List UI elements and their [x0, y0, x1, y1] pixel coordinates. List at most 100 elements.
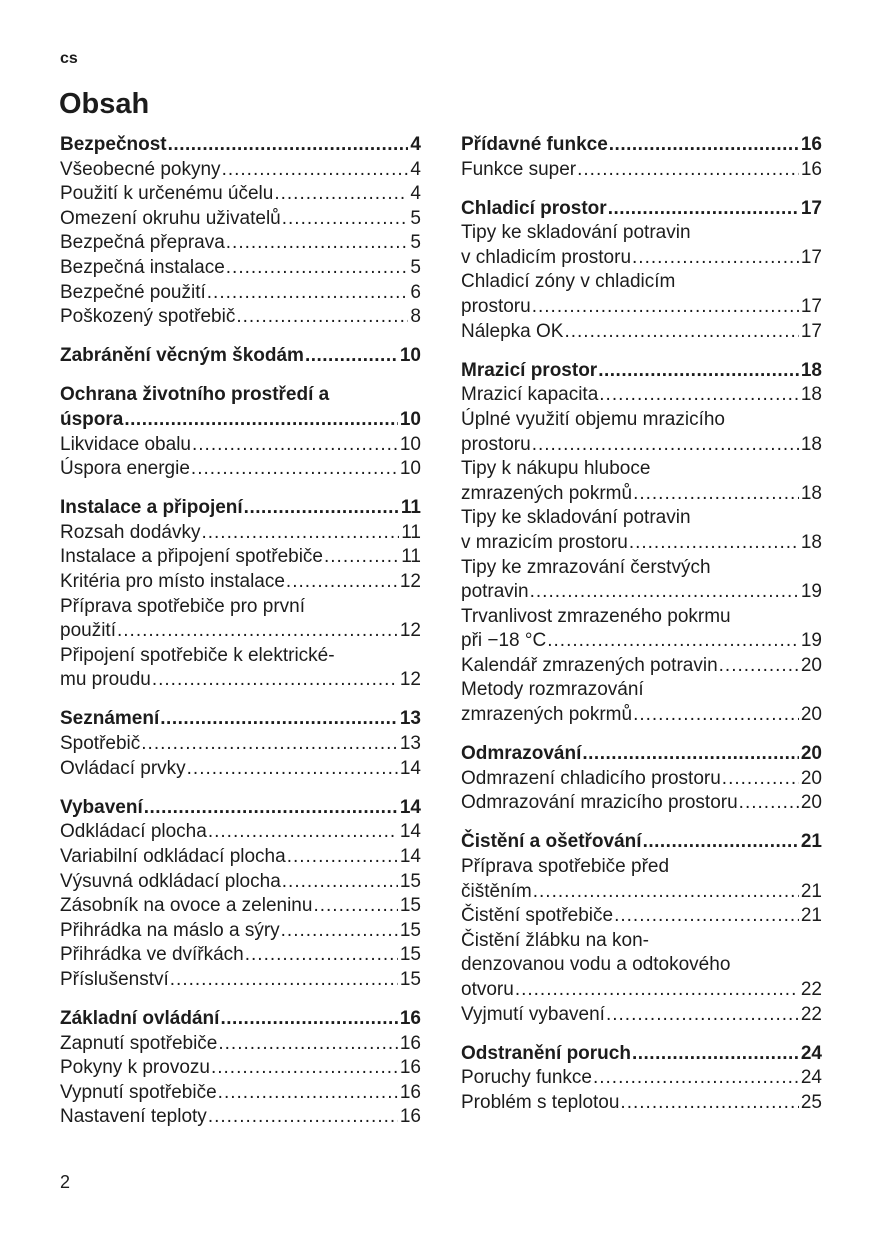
toc-entry[interactable]: Výsuvná odkládací plocha 15 — [60, 870, 421, 895]
toc-entry[interactable]: Tipy ke skladování potravin v mrazicím pr… — [461, 506, 822, 555]
toc-entry[interactable]: Odmrazení chladicího prostoru 20 — [461, 767, 822, 792]
toc-entry[interactable]: Nastavení teploty 16 — [60, 1105, 421, 1130]
toc-entry[interactable]: Spotřebič 13 — [60, 732, 421, 757]
toc-entry[interactable]: Instalace a připojení spotřebiče 11 — [60, 545, 421, 570]
toc-entry[interactable]: Trvanlivost zmrazeného pokrmu při −18 °C 1… — [461, 605, 822, 654]
toc-entry[interactable]: Funkce super 16 — [461, 158, 822, 183]
dot-leader — [629, 531, 799, 556]
toc-heading[interactable]: Instalace a připojení 11 — [60, 496, 421, 521]
toc-entry[interactable]: Tipy ke skladování potravin v chladicím p… — [461, 221, 822, 270]
toc-entry[interactable]: Problém s teplotou 25 — [461, 1091, 822, 1116]
toc-entry-title: Funkce super — [461, 158, 577, 180]
dot-leader — [282, 870, 398, 895]
toc-entry-title: Zabránění věcným škodám — [60, 345, 304, 367]
toc-entry[interactable]: Vyjmutí vybavení 22 — [461, 1003, 822, 1028]
toc-entry-title: Nálepka OK — [461, 320, 564, 342]
toc-page-number: 18 — [800, 433, 822, 455]
toc-entry[interactable]: Odkládací plocha 14 — [60, 820, 421, 845]
toc-entry[interactable]: Bezpečná přeprava 5 — [60, 231, 421, 256]
toc-entry[interactable]: Bezpečná instalace 5 — [60, 256, 421, 281]
toc-entry[interactable]: Kalendář zmrazených potravin 20 — [461, 654, 822, 679]
toc-page-number: 16 — [800, 158, 822, 180]
dot-leader — [245, 943, 398, 968]
toc-entry[interactable]: Příprava spotřebiče pro první použití 12 — [60, 595, 421, 644]
dot-leader — [211, 1056, 398, 1081]
toc-page-number: 12 — [399, 620, 421, 642]
toc-entry[interactable]: Příslušenství 15 — [60, 968, 421, 993]
toc-entry[interactable]: Bezpečné použití 6 — [60, 281, 421, 306]
dot-leader — [187, 757, 398, 782]
toc-entry[interactable]: Úspora energie 10 — [60, 457, 421, 482]
toc-heading[interactable]: Základní ovládání 16 — [60, 1007, 421, 1032]
toc-entry[interactable]: Tipy ke zmrazování čerstvých potravin 19 — [461, 556, 822, 605]
toc-entry[interactable]: Chladicí zóny v chladicím prostoru 17 — [461, 270, 822, 319]
toc-entry[interactable]: Použití k určenému účelu 4 — [60, 182, 421, 207]
toc-heading[interactable]: Vybavení 14 — [60, 796, 421, 821]
toc-page-number: 15 — [399, 895, 421, 917]
toc-entry[interactable]: Odmrazování mrazicího prostoru 20 — [461, 791, 822, 816]
toc-entry[interactable]: Nálepka OK 17 — [461, 320, 822, 345]
dot-leader — [722, 767, 799, 792]
toc-page-number: 24 — [800, 1067, 822, 1089]
toc-section: Instalace a připojení11Rozsah dodávky11I… — [60, 496, 421, 693]
toc-entry-title: Omezení okruhu uživatelů — [60, 207, 281, 229]
toc-page-number: 11 — [401, 521, 421, 543]
toc-page-number: 5 — [410, 232, 421, 254]
toc-entry[interactable]: Přihrádka na máslo a sýry 15 — [60, 919, 421, 944]
toc-entry-title: Čistění spotřebiče — [461, 905, 614, 927]
toc-entry[interactable]: Poškozený spotřebič 8 — [60, 305, 421, 330]
toc-page-number: 21 — [800, 880, 822, 902]
toc-entry[interactable]: Omezení okruhu uživatelů 5 — [60, 207, 421, 232]
toc-entry[interactable]: Variabilní odkládací plocha 14 — [60, 845, 421, 870]
dot-leader — [324, 545, 399, 570]
toc-entry[interactable]: Úplné využití objemu mrazicího prostoru 18 — [461, 408, 822, 457]
toc-entry[interactable]: Zapnutí spotřebiče 16 — [60, 1032, 421, 1057]
toc-entry[interactable]: Kritéria pro místo instalace 12 — [60, 570, 421, 595]
toc-page-number: 10 — [399, 345, 421, 367]
toc-heading[interactable]: Seznámení 13 — [60, 707, 421, 732]
toc-heading[interactable]: Zabránění věcným škodám 10 — [60, 344, 421, 369]
toc-entry[interactable]: Čistění spotřebiče 21 — [461, 904, 822, 929]
toc-entry[interactable]: Mrazicí kapacita 18 — [461, 383, 822, 408]
toc-entry-title: Všeobecné pokyny — [60, 158, 221, 180]
toc-entry[interactable]: Poruchy funkce 24 — [461, 1066, 822, 1091]
toc-heading[interactable]: Chladicí prostor 17 — [461, 197, 822, 222]
toc-entry[interactable]: Přihrádka ve dvířkách 15 — [60, 943, 421, 968]
toc-page-number: 22 — [800, 979, 822, 1000]
toc-page-number: 10 — [399, 458, 421, 480]
dot-leader — [608, 197, 799, 222]
toc-heading[interactable]: Přídavné funkce 16 — [461, 133, 822, 158]
toc-entry-title: Zapnutí spotřebiče — [60, 1032, 218, 1054]
dot-leader — [564, 320, 798, 345]
dot-leader — [152, 668, 398, 693]
toc-heading[interactable]: Odstranění poruch 24 — [461, 1042, 822, 1067]
dot-leader — [532, 295, 799, 320]
toc-entry[interactable]: Čistění žlábku na kon-denzovanou vodu a … — [461, 929, 822, 1003]
toc-entry[interactable]: Pokyny k provozu 16 — [60, 1056, 421, 1081]
toc-heading[interactable]: Odmrazování 20 — [461, 742, 822, 767]
toc-entry[interactable]: Všeobecné pokyny 4 — [60, 158, 421, 183]
toc-entry-title: Úspora energie — [60, 458, 190, 480]
toc-page-number: 10 — [399, 408, 421, 430]
toc-entry[interactable]: Rozsah dodávky 11 — [60, 521, 421, 546]
toc-entry[interactable]: Ovládací prvky 14 — [60, 757, 421, 782]
dot-leader — [168, 133, 409, 158]
toc-heading[interactable]: Čistění a ošetřování 21 — [461, 830, 822, 855]
toc-entry[interactable]: Metody rozmrazování zmrazených pokrmů 20 — [461, 678, 822, 727]
toc-entry[interactable]: Vypnutí spotřebiče 16 — [60, 1081, 421, 1106]
dot-leader — [533, 880, 799, 905]
toc-entry[interactable]: Zásobník na ovoce a zeleninu 15 — [60, 894, 421, 919]
toc-heading[interactable]: Mrazicí prostor 18 — [461, 359, 822, 384]
toc-entry-text-line: Metody rozmrazování — [461, 679, 644, 701]
toc-entry-title: Mrazicí prostor — [461, 359, 598, 381]
toc-entry-title: Kritéria pro místo instalace — [60, 571, 285, 592]
toc-heading[interactable]: Bezpečnost 4 — [60, 133, 421, 158]
dot-leader — [226, 231, 409, 256]
toc-entry[interactable]: Připojení spotřebiče k elektrické-mu pro… — [60, 644, 421, 693]
toc-entry[interactable]: Likvidace obalu 10 — [60, 433, 421, 458]
dot-leader — [218, 1081, 398, 1106]
toc-entry-title: Výsuvná odkládací plocha — [60, 870, 281, 892]
